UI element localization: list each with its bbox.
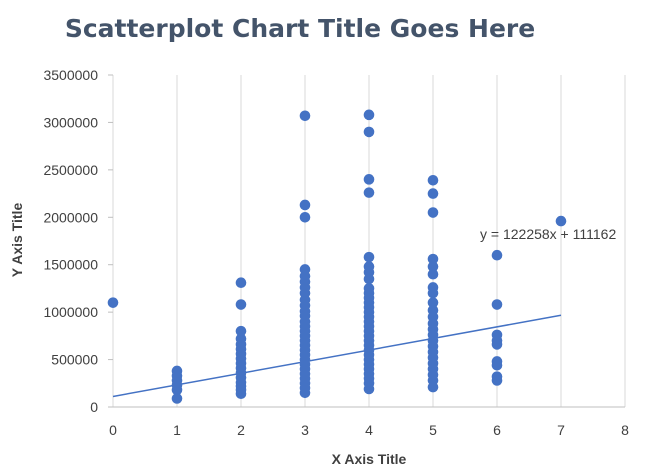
data-point bbox=[427, 253, 439, 265]
x-tick-label: 8 bbox=[621, 422, 629, 438]
y-tick-label: 1000000 bbox=[43, 304, 98, 320]
y-tick-label: 3000000 bbox=[43, 114, 98, 130]
trendline-equation: y = 122258x + 111162 bbox=[480, 226, 616, 242]
data-point bbox=[427, 207, 439, 218]
data-point bbox=[299, 211, 311, 223]
y-tick-label: 1500000 bbox=[43, 257, 98, 273]
y-tick-label: 0 bbox=[90, 399, 98, 415]
data-point bbox=[427, 381, 439, 393]
data-point bbox=[427, 287, 439, 299]
y-tick-label: 2000000 bbox=[43, 209, 98, 225]
data-point bbox=[299, 387, 311, 399]
data-point bbox=[171, 384, 183, 396]
data-point bbox=[235, 299, 247, 310]
y-axis-title: Y Axis Title bbox=[9, 203, 25, 278]
x-tick-label: 7 bbox=[557, 422, 565, 438]
data-point bbox=[299, 110, 311, 122]
data-point bbox=[235, 277, 247, 289]
data-point bbox=[363, 383, 375, 395]
data-point bbox=[555, 215, 567, 227]
axes bbox=[112, 75, 625, 408]
data-point bbox=[491, 249, 503, 261]
x-tick-label: 4 bbox=[365, 422, 373, 438]
chart-title: Scatterplot Chart Title Goes Here bbox=[64, 14, 536, 43]
data-point bbox=[491, 359, 503, 371]
data-points bbox=[107, 109, 567, 404]
data-point bbox=[491, 375, 503, 386]
data-point bbox=[363, 174, 375, 185]
data-point bbox=[427, 174, 439, 186]
y-tick-label: 3500000 bbox=[43, 67, 98, 83]
data-point bbox=[299, 199, 311, 211]
data-point bbox=[363, 126, 375, 138]
y-axis-ticks: 0 500000 1000000 1500000 2000000 2500000 30000… bbox=[43, 67, 113, 415]
data-point bbox=[363, 273, 375, 285]
data-point bbox=[491, 299, 503, 310]
y-tick-label: 2500000 bbox=[43, 162, 98, 178]
trendline-group bbox=[112, 314, 562, 398]
data-point bbox=[235, 388, 247, 400]
trendline bbox=[112, 314, 562, 398]
data-point bbox=[107, 297, 119, 308]
y-tick-label: 500000 bbox=[51, 352, 98, 368]
x-tick-label: 5 bbox=[429, 422, 437, 438]
x-tick-label: 2 bbox=[237, 422, 245, 438]
x-tick-label: 0 bbox=[109, 422, 117, 438]
data-point bbox=[427, 297, 439, 308]
data-point bbox=[363, 251, 375, 263]
data-point bbox=[171, 393, 183, 404]
data-point bbox=[427, 268, 439, 280]
data-point bbox=[491, 339, 503, 350]
data-point bbox=[235, 325, 247, 337]
x-tick-label: 3 bbox=[301, 422, 309, 438]
data-point bbox=[427, 188, 439, 199]
data-point bbox=[363, 187, 375, 198]
x-axis-ticks: 0 1 2 3 4 5 6 7 8 bbox=[109, 422, 629, 438]
x-axis-title: X Axis Title bbox=[332, 451, 407, 467]
data-point bbox=[427, 261, 439, 272]
data-point bbox=[363, 109, 375, 121]
x-tick-label: 1 bbox=[173, 422, 181, 438]
x-tick-label: 6 bbox=[493, 422, 501, 438]
